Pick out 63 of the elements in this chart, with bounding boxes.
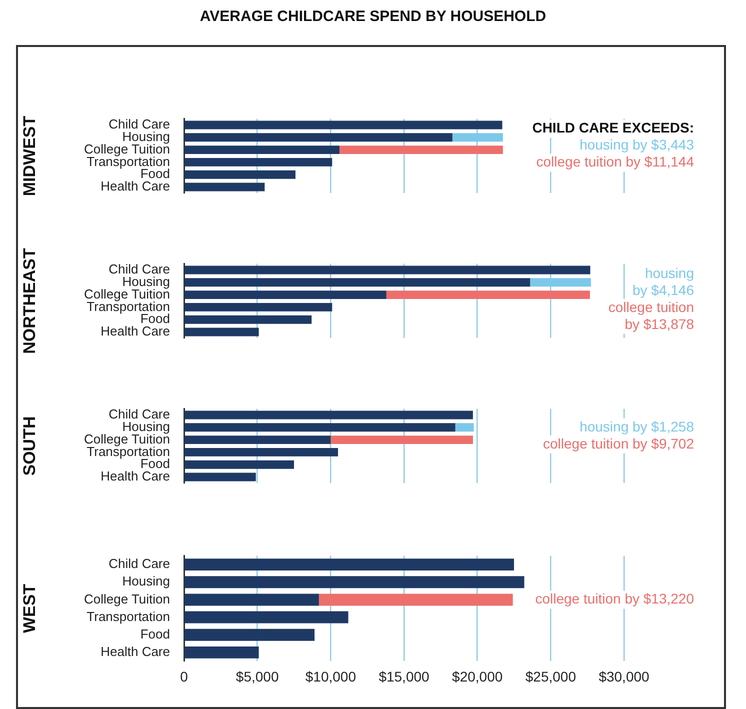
annotation: college tuition by $13,220 [535, 590, 694, 607]
y-axis-title: WEST [20, 583, 39, 634]
y-tick-label: Food [140, 311, 170, 326]
bar [184, 611, 348, 624]
bar [184, 594, 319, 606]
x-tick-label: $25,000 [525, 668, 576, 684]
y-axis-title: NORTHEAST [20, 248, 39, 354]
bar [184, 290, 386, 300]
x-tick-label: $5,000 [236, 668, 279, 684]
annotation: college tuition by $13,878 [608, 298, 694, 332]
bar [184, 646, 259, 658]
y-tick-label: College Tuition [84, 591, 170, 606]
x-tick-label: $20,000 [452, 668, 503, 684]
bar [184, 133, 452, 142]
bar [318, 594, 513, 606]
bar [184, 436, 331, 444]
x-tick-label: 0 [180, 668, 188, 684]
bar [339, 146, 503, 154]
bar [184, 328, 259, 336]
annotation: housing by $3,443 [580, 136, 694, 153]
y-tick-label: Food [140, 456, 170, 472]
bar [184, 315, 312, 324]
bar [184, 448, 338, 456]
y-axis-title: SOUTH [20, 416, 39, 476]
chart-title: AVERAGE CHILDCARE SPEND BY HOUSEHOLD [198, 8, 548, 25]
bar [530, 278, 591, 287]
annotation: housing by $1,258 [580, 418, 694, 434]
y-tick-label: Health Care [100, 178, 170, 194]
bar [184, 182, 265, 192]
bar [330, 436, 473, 444]
y-tick-label: Food [140, 626, 170, 642]
bar [184, 558, 514, 571]
bar [184, 120, 502, 130]
x-tick-label: $10,000 [305, 668, 356, 684]
bar [184, 576, 524, 588]
y-tick-label: Transportation [86, 608, 170, 624]
bar [184, 146, 340, 154]
bar [184, 628, 315, 641]
bar [452, 133, 503, 142]
annotation: college tuition by $9,702 [543, 435, 694, 452]
bar [184, 472, 256, 482]
y-tick-label: Health Care [100, 468, 170, 484]
y-tick-label: Housing [122, 574, 170, 589]
bar [184, 266, 590, 274]
bar [184, 423, 456, 432]
y-axis-title: MIDWEST [20, 115, 39, 196]
bar [184, 158, 332, 166]
y-tick-label: Child Care [108, 556, 170, 572]
bar [386, 290, 590, 300]
x-tick-label: $30,000 [598, 668, 650, 684]
y-tick-label: Food [140, 166, 170, 182]
text: housing by $4,146 [632, 264, 694, 298]
x-tick-label: $15,000 [378, 668, 430, 684]
bar [455, 423, 474, 432]
annotation: college tuition by $11,144 [536, 154, 694, 170]
bar [184, 302, 332, 312]
bar [184, 170, 296, 179]
bar [184, 460, 294, 469]
annotation: CHILD CARE EXCEEDS: [532, 120, 694, 136]
bar [184, 278, 530, 287]
bar [184, 410, 473, 420]
y-tick-label: Health Care [100, 324, 170, 339]
y-tick-label: Health Care [100, 644, 170, 659]
